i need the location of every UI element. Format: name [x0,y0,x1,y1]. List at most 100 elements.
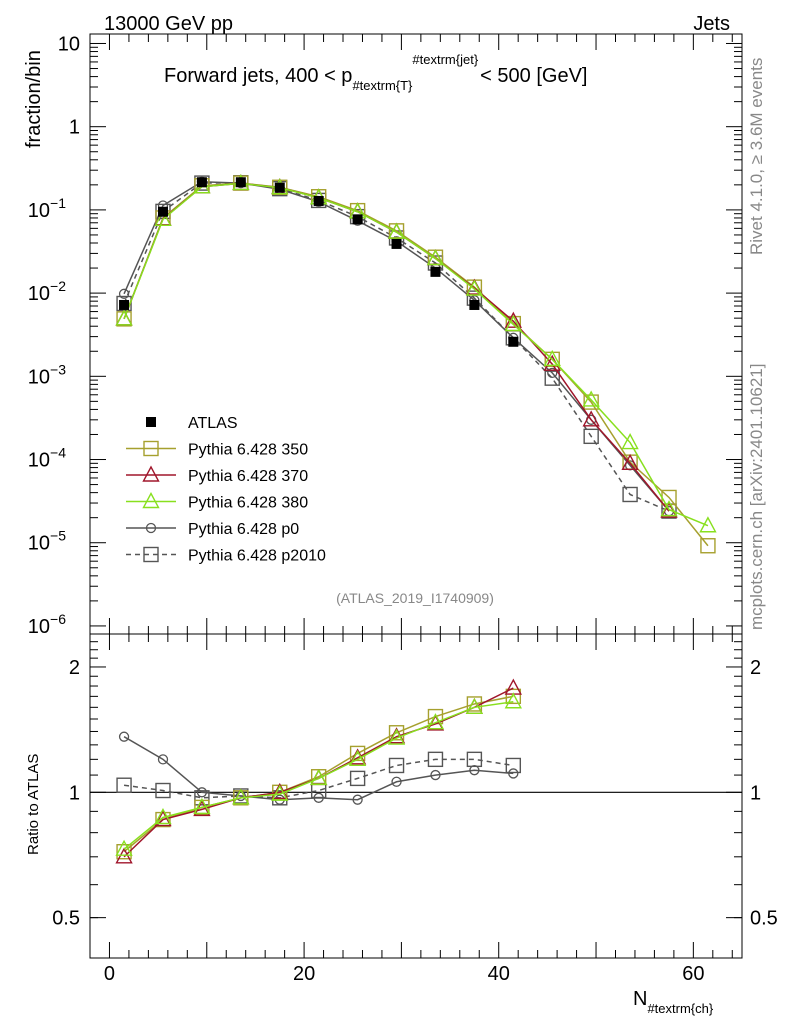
data-point [504,314,522,332]
y-tick-label: 10−2 [28,278,66,305]
ratio-data-point [115,839,133,856]
ratio-data-point [426,713,445,730]
ratio-series [115,678,522,864]
ratio-data-point [505,757,522,774]
y-tick-label-base: 10 [28,366,50,388]
y-tick-label: 1 [69,117,80,139]
ratio-data-point [193,797,211,815]
ratio-data-point [154,808,172,825]
y-tick-label-exponent: −2 [50,278,66,294]
ratio-data-point [504,692,522,709]
ratio-data-point [313,792,324,803]
x-tick-label: 60 [682,963,704,985]
x-axis-label-sub: #textrm{ch} [647,1001,713,1016]
legend-label: Pythia 6.428 p0 [188,521,299,538]
ratio-data-point [196,787,208,798]
ratio-data-point [465,697,484,715]
ratio-data-point [118,731,130,742]
y-tick-label: 10−6 [28,611,66,638]
ratio-y-tick-label: 0.5 [52,908,80,930]
y-tick-label-base: 10 [28,616,50,638]
ratio-series-line [123,695,514,853]
header-left: 13000 GeV pp [104,13,233,35]
rivet-version-label: Rivet 4.1.0, ≥ 3.6M events [747,58,766,255]
ratio-series-line [123,736,514,801]
ratio-data-point [508,768,519,779]
legend-marker [145,522,157,534]
y-tick-label-base: 10 [28,450,50,472]
series-line [123,182,709,527]
x-tick-label: 0 [104,963,115,985]
legend-label: Pythia 6.428 380 [188,495,308,512]
legend-marker [143,440,159,457]
main-series [115,173,717,554]
data-point [430,266,441,277]
x-axis-label-main: N [633,988,647,1010]
data-point [426,249,445,266]
data-point [508,336,519,347]
legend-marker [143,546,159,563]
ratio-data-point [155,782,171,799]
ratio-y-tick-label: 2 [69,657,80,679]
y-tick-label: 10−1 [28,195,66,222]
data-point [543,349,561,367]
main-y-axis-label: fraction/bin [23,50,45,148]
ratio-data-point [349,770,366,787]
data-point [196,177,207,188]
ratio-data-point [154,810,172,827]
main-frame [89,33,743,635]
y-tick-label-exponent: −3 [50,361,66,377]
ratio-data-point [388,757,405,774]
y-tick-label-exponent: −1 [50,195,66,211]
data-point [544,370,560,386]
ratio-data-point [388,725,405,741]
y-tick-label-base: 10 [28,533,50,555]
plot-title: Forward jets, 400 < p#textrm{T} #textrm{j… [164,52,587,93]
ratio-data-point [232,788,250,805]
y-tick-label-base: 10 [28,283,50,305]
data-point [583,394,599,410]
legend-label: Pythia 6.428 350 [188,442,308,459]
legend-marker [142,465,160,482]
plot-frames [89,33,743,959]
ratio-ticks: 2 2 1 1 0.5 0.5 0 20 40 60 [52,634,778,985]
y-tick-label: 10−5 [28,528,66,555]
ratio-y-tick-label-right: 2 [750,657,761,679]
ratio-data-point [505,688,522,705]
data-point [660,500,678,517]
data-point [391,238,402,249]
ratio-data-point [427,751,444,768]
x-tick-label: 40 [488,963,510,985]
header-right: Jets [693,13,730,35]
data-point [465,279,484,296]
data-point [583,428,599,445]
x-tick-label: 20 [293,963,315,985]
data-point [621,433,639,450]
legend-marker [146,417,156,427]
legend-label: Pythia 6.428 370 [188,468,308,485]
ratio-y-axis-label: Ratio to ATLAS [25,754,42,855]
legend-label: Pythia 6.428 p2010 [188,548,326,565]
y-tick-label-exponent: −5 [50,528,66,544]
ratio-y-tick-label: 1 [69,782,80,804]
data-point [118,288,130,299]
ratio-frame [89,633,743,959]
data-point [387,222,406,239]
analysis-id-label: (ATLAS_2019_I1740909) [336,590,494,606]
legend: ATLAS Pythia 6.428 350 Pythia 6.428 370 Pyt… [126,415,326,565]
ratio-series-line [123,701,514,850]
ratio-series-line [123,758,514,799]
data-point [469,299,480,310]
mcplots-label: mcplots.cern.ch [arXiv:2401.10621] [747,364,766,630]
legend-marker [142,492,160,509]
ratio-y-tick-label-right: 1 [750,782,761,804]
y-tick-label-exponent: −4 [50,445,66,461]
data-point [582,410,600,427]
y-tick-label-exponent: −6 [50,611,66,627]
data-point [157,206,168,217]
title-prefix: Forward jets, 400 < p [164,65,352,87]
ratio-data-point [271,784,289,801]
ratio-data-point [504,678,522,695]
